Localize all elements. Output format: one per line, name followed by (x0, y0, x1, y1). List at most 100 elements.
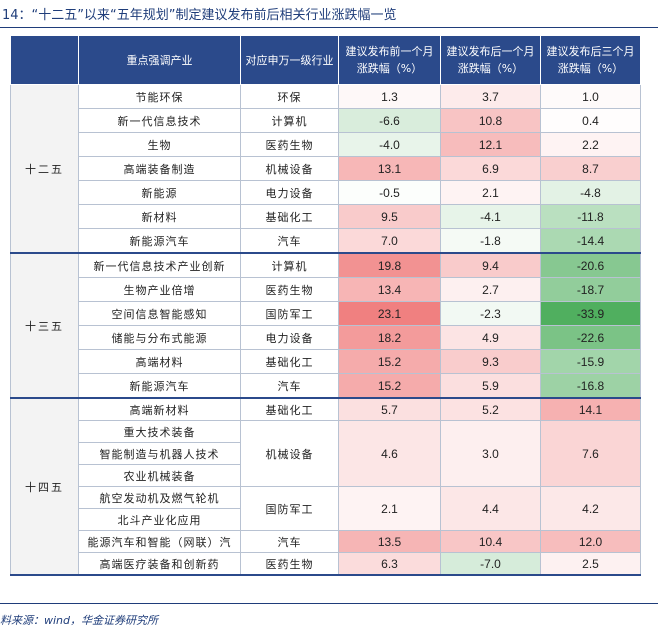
sector-cell: 汽车 (240, 373, 339, 399)
row: 航空发动机及燃气轮机 国防军工 2.1 4.4 4.2 (11, 486, 641, 531)
change-cell: 1.3 (338, 84, 441, 109)
industry-cell: 农业机械装备 (78, 464, 241, 487)
change-cell: -0.5 (338, 180, 441, 205)
change-cell: 18.2 (338, 325, 441, 350)
change-cell: -14.4 (540, 228, 641, 254)
change-cell: 13.4 (338, 277, 441, 302)
change-cell: 4.2 (540, 486, 641, 531)
change-cell: 2.7 (440, 277, 541, 302)
sector-cell: 医药生物 (240, 132, 339, 157)
change-cell: -33.9 (540, 301, 641, 326)
header-cell: 建议发布后一个月涨跌幅（%） (440, 35, 541, 85)
header-cell: 建议发布前一个月涨跌幅（%） (338, 35, 441, 85)
change-cell: 15.2 (338, 373, 441, 399)
change-cell: 12.1 (440, 132, 541, 157)
change-cell: 5.7 (338, 397, 441, 421)
row: 生物 医药生物 -4.0 12.1 2.2 (11, 132, 641, 157)
industry-cell: 新能源汽车 (78, 228, 241, 254)
change-cell: 6.9 (440, 156, 541, 181)
change-cell: -18.7 (540, 277, 641, 302)
divider (0, 27, 658, 28)
change-cell: -4.0 (338, 132, 441, 157)
row: 新能源汽车 汽车 7.0 -1.8 -14.4 (11, 228, 641, 254)
row: 新材料 基础化工 9.5 -4.1 -11.8 (11, 204, 641, 229)
change-cell: 9.4 (440, 252, 541, 278)
change-cell: 3.7 (440, 84, 541, 109)
change-cell: 1.0 (540, 84, 641, 109)
row: 储能与分布式能源 电力设备 18.2 4.9 -22.6 (11, 325, 641, 350)
sector-cell: 国防军工 (240, 486, 339, 531)
industry-cell: 新一代信息技术产业创新 (78, 252, 241, 278)
row: 空间信息智能感知 国防军工 23.1 -2.3 -33.9 (11, 301, 641, 326)
change-cell: 12.0 (540, 530, 641, 553)
divider (0, 603, 658, 604)
change-cell: 2.5 (540, 552, 641, 576)
sector-cell: 机械设备 (240, 420, 339, 487)
change-cell: 9.3 (440, 349, 541, 374)
header-cell: 重点强调产业 (78, 35, 241, 85)
change-cell: -15.9 (540, 349, 641, 374)
change-cell: -4.1 (440, 204, 541, 229)
change-cell: -22.6 (540, 325, 641, 350)
industry-cell: 北斗产业化应用 (78, 508, 241, 531)
sector-cell: 机械设备 (240, 156, 339, 181)
sector-cell: 计算机 (240, 252, 339, 278)
row: 高端装备制造 机械设备 13.1 6.9 8.7 (11, 156, 641, 181)
sector-cell: 环保 (240, 84, 339, 109)
change-cell: 9.5 (338, 204, 441, 229)
change-cell: 6.3 (338, 552, 441, 576)
sector-cell: 汽车 (240, 228, 339, 254)
row: 十二五 节能环保 环保 1.3 3.7 1.0 (10, 84, 641, 254)
change-cell: 10.4 (440, 530, 541, 553)
row: 高端医疗装备和创新药 医药生物 6.3 -7.0 2.5 (11, 552, 641, 576)
industry-cell: 新能源汽车 (78, 373, 241, 399)
header-cell: 对应申万一级行业 (240, 35, 339, 85)
header-row: 重点强调产业 对应申万一级行业 建议发布前一个月涨跌幅（%） 建议发布后一个月涨跌幅（… (10, 35, 641, 85)
row: 新能源汽车 汽车 15.2 5.9 -16.8 (11, 373, 641, 399)
change-cell: 14.1 (540, 397, 641, 421)
row: 能源汽车和智能（网联）汽 汽车 13.5 10.4 12.0 (11, 530, 641, 553)
header-cell: 建议发布后三个月涨跌幅（%） (540, 35, 641, 85)
change-cell: 13.5 (338, 530, 441, 553)
industry-cell: 智能制造与机器人技术 (78, 442, 241, 465)
change-cell: 4.6 (338, 420, 441, 487)
row: 新能源 电力设备 -0.5 2.1 -4.8 (11, 180, 641, 205)
row: 生物产业倍增 医药生物 13.4 2.7 -18.7 (11, 277, 641, 302)
industry-cell: 节能环保 (78, 84, 241, 109)
change-cell: -4.8 (540, 180, 641, 205)
change-cell: 19.8 (338, 252, 441, 278)
industry-cell: 新材料 (78, 204, 241, 229)
sector-cell: 计算机 (240, 108, 339, 133)
change-cell: 3.0 (440, 420, 541, 487)
change-cell: 7.6 (540, 420, 641, 487)
change-cell: 2.1 (440, 180, 541, 205)
sector-cell: 基础化工 (240, 397, 339, 421)
change-cell: -20.6 (540, 252, 641, 278)
header-cell (10, 35, 79, 85)
change-cell: 23.1 (338, 301, 441, 326)
group: 十二五 节能环保 环保 1.3 3.7 1.0 新一代信息技术 计算机 -6.6 10.8 0.4 生… (10, 84, 641, 254)
sector-cell: 国防军工 (240, 301, 339, 326)
industry-cell: 高端材料 (78, 349, 241, 374)
sector-cell: 医药生物 (240, 277, 339, 302)
change-cell: 0.4 (540, 108, 641, 133)
industry-cell: 高端新材料 (78, 397, 241, 421)
sector-cell: 医药生物 (240, 552, 339, 576)
industry-cell: 重大技术装备 (78, 420, 241, 443)
change-cell: -6.6 (338, 108, 441, 133)
period-cell: 十三五 (10, 252, 79, 399)
change-cell: 2.1 (338, 486, 441, 531)
table: 重点强调产业 对应申万一级行业 建议发布前一个月涨跌幅（%） 建议发布后一个月涨跌幅（… (10, 35, 641, 576)
change-cell: -2.3 (440, 301, 541, 326)
change-cell: 8.7 (540, 156, 641, 181)
sector-cell: 基础化工 (240, 349, 339, 374)
change-cell: -11.8 (540, 204, 641, 229)
change-cell: -16.8 (540, 373, 641, 399)
sector-cell: 汽车 (240, 530, 339, 553)
change-cell: -7.0 (440, 552, 541, 576)
change-cell: 4.4 (440, 486, 541, 531)
industry-cell: 新一代信息技术 (78, 108, 241, 133)
row: 十四五 高端新材料 基础化工 5.7 5.2 14.1 (10, 397, 641, 576)
row: 高端材料 基础化工 15.2 9.3 -15.9 (11, 349, 641, 374)
